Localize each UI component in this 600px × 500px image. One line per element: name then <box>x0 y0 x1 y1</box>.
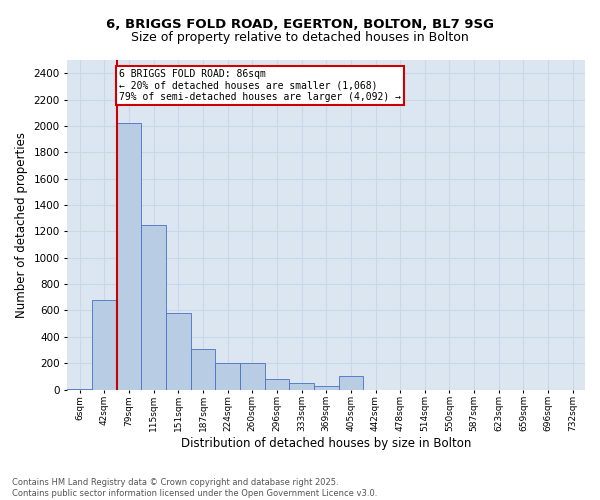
Bar <box>240 363 265 390</box>
Bar <box>338 376 363 390</box>
Bar <box>92 300 117 390</box>
Y-axis label: Number of detached properties: Number of detached properties <box>15 132 28 318</box>
Bar <box>166 313 191 390</box>
Bar <box>191 348 215 390</box>
Text: Size of property relative to detached houses in Bolton: Size of property relative to detached ho… <box>131 31 469 44</box>
Bar <box>67 389 92 390</box>
Text: Contains HM Land Registry data © Crown copyright and database right 2025.
Contai: Contains HM Land Registry data © Crown c… <box>12 478 377 498</box>
Bar <box>215 363 240 390</box>
Text: 6, BRIGGS FOLD ROAD, EGERTON, BOLTON, BL7 9SG: 6, BRIGGS FOLD ROAD, EGERTON, BOLTON, BL… <box>106 18 494 30</box>
Bar <box>289 383 314 390</box>
Text: 6 BRIGGS FOLD ROAD: 86sqm
← 20% of detached houses are smaller (1,068)
79% of se: 6 BRIGGS FOLD ROAD: 86sqm ← 20% of detac… <box>119 69 401 102</box>
Bar <box>265 379 289 390</box>
Bar <box>142 225 166 390</box>
Bar <box>117 124 142 390</box>
X-axis label: Distribution of detached houses by size in Bolton: Distribution of detached houses by size … <box>181 437 472 450</box>
Bar <box>314 386 338 390</box>
